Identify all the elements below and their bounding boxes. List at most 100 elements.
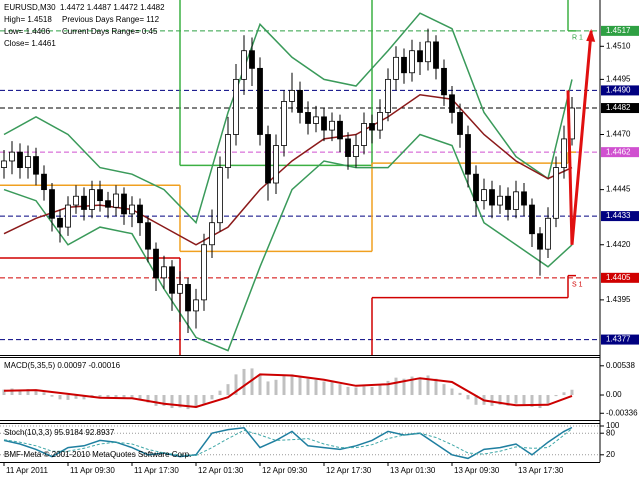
candle-body xyxy=(161,266,167,279)
macd-bar xyxy=(474,395,478,405)
x-tick-label: 13 Apr 17:30 xyxy=(518,466,564,475)
macd-bar xyxy=(170,395,174,409)
candle-body xyxy=(369,123,375,131)
candle-body xyxy=(137,204,143,224)
macd-bar xyxy=(42,392,46,396)
macd-bar xyxy=(210,395,214,400)
x-tick-label: 13 Apr 01:30 xyxy=(390,466,436,475)
candle-body xyxy=(249,50,255,69)
candle-body xyxy=(561,138,567,168)
macd-bar xyxy=(242,368,246,396)
candle-body xyxy=(89,189,95,210)
macd-bar xyxy=(50,395,54,397)
macd-bar xyxy=(218,390,222,396)
candle-body xyxy=(1,160,7,168)
macd-bar xyxy=(490,395,494,406)
y-tick-label: 0.00 xyxy=(606,390,622,399)
macd-panel xyxy=(2,368,574,410)
candle-body xyxy=(105,200,111,208)
x-tick-label: 13 Apr 09:30 xyxy=(454,466,500,475)
candle-body xyxy=(497,195,503,206)
x-tick-label: 11 Apr 17:30 xyxy=(134,466,179,475)
stoch-line xyxy=(3,426,573,460)
candle-body xyxy=(257,67,263,135)
macd-bar xyxy=(282,375,286,396)
macd-bar xyxy=(250,368,254,396)
macd-bar xyxy=(346,386,350,396)
macd-bar xyxy=(322,381,326,396)
level-label-bg xyxy=(601,211,639,222)
annotation: Current Days Range= 0.45 xyxy=(62,27,158,36)
candle-body xyxy=(177,284,183,294)
y-tick-label: 20 xyxy=(606,450,615,459)
candle-body xyxy=(193,299,199,312)
macd-bar xyxy=(274,379,278,396)
candle-body xyxy=(505,195,511,210)
candle-body xyxy=(313,116,319,124)
macd-bar xyxy=(10,388,14,396)
indicator-line xyxy=(3,133,573,352)
macd-bar xyxy=(506,395,510,406)
candle-body xyxy=(225,134,231,168)
macd-bar xyxy=(546,395,550,404)
panel-title: MACD(5,35,5) 0.00097 -0.00016 xyxy=(4,361,121,370)
candle-body xyxy=(457,112,463,135)
macd-bar xyxy=(338,384,342,396)
macd-bar xyxy=(362,386,366,396)
copyright: BMF-Meta © 2001-2010 MetaQuotes Software… xyxy=(4,450,191,459)
candle-body xyxy=(41,173,47,191)
y-tick-label: 80 xyxy=(606,428,615,437)
macd-bar xyxy=(98,395,102,398)
macd-bar xyxy=(34,390,38,396)
candle-body xyxy=(345,138,351,157)
macd-bar xyxy=(570,389,574,396)
macd-bar xyxy=(538,395,542,409)
candle-body xyxy=(233,78,239,135)
candle-body xyxy=(33,156,39,175)
candle-body xyxy=(209,222,215,246)
level-label: 1.4405 xyxy=(606,273,631,282)
macd-bar xyxy=(386,380,390,396)
macd-bar xyxy=(394,377,398,396)
y-tick-label: 1.4495 xyxy=(606,74,631,83)
stoch-panel xyxy=(0,425,600,460)
candle-body xyxy=(441,67,447,96)
macd-bar xyxy=(306,378,310,396)
level-label-bg xyxy=(601,25,639,36)
y-tick-label: 1.4420 xyxy=(606,240,631,249)
macd-bar xyxy=(138,395,142,400)
candle-body xyxy=(201,244,207,301)
y-tick-label: -0.00336 xyxy=(606,408,638,417)
candle-body xyxy=(97,189,103,202)
candle-body xyxy=(433,41,439,69)
candle-body xyxy=(377,112,383,131)
macd-bar xyxy=(434,378,438,396)
macd-bar xyxy=(562,392,566,396)
overlay: EURUSD,M30 1.4472 1.4487 1.4472 1.4482 Hi… xyxy=(4,3,596,459)
x-tick-label: 12 Apr 01:30 xyxy=(198,466,244,475)
level-label: 1.4517 xyxy=(606,26,631,35)
candle-body xyxy=(361,123,367,146)
x-tick-label: 12 Apr 17:30 xyxy=(326,466,372,475)
candle-body xyxy=(465,134,471,175)
macd-bar xyxy=(154,395,158,406)
y-tick-label: 0.00538 xyxy=(606,361,635,370)
level-label: 1.4433 xyxy=(606,211,631,220)
macd-bar xyxy=(498,395,502,405)
macd-bar xyxy=(442,384,446,396)
macd-bar xyxy=(530,395,534,407)
candle-body xyxy=(393,56,399,80)
candle-body xyxy=(273,145,279,184)
macd-bar xyxy=(298,376,302,396)
macd-bar xyxy=(370,386,374,396)
macd-bar xyxy=(354,387,358,396)
macd-bar xyxy=(426,375,430,396)
x-tick-label: 12 Apr 09:30 xyxy=(262,466,308,475)
x-tick-label: 11 Apr 2011 xyxy=(6,466,49,475)
candle-body xyxy=(113,193,119,208)
candle-body xyxy=(545,217,551,250)
level-label-bg xyxy=(601,103,639,114)
candle-body xyxy=(513,191,519,210)
